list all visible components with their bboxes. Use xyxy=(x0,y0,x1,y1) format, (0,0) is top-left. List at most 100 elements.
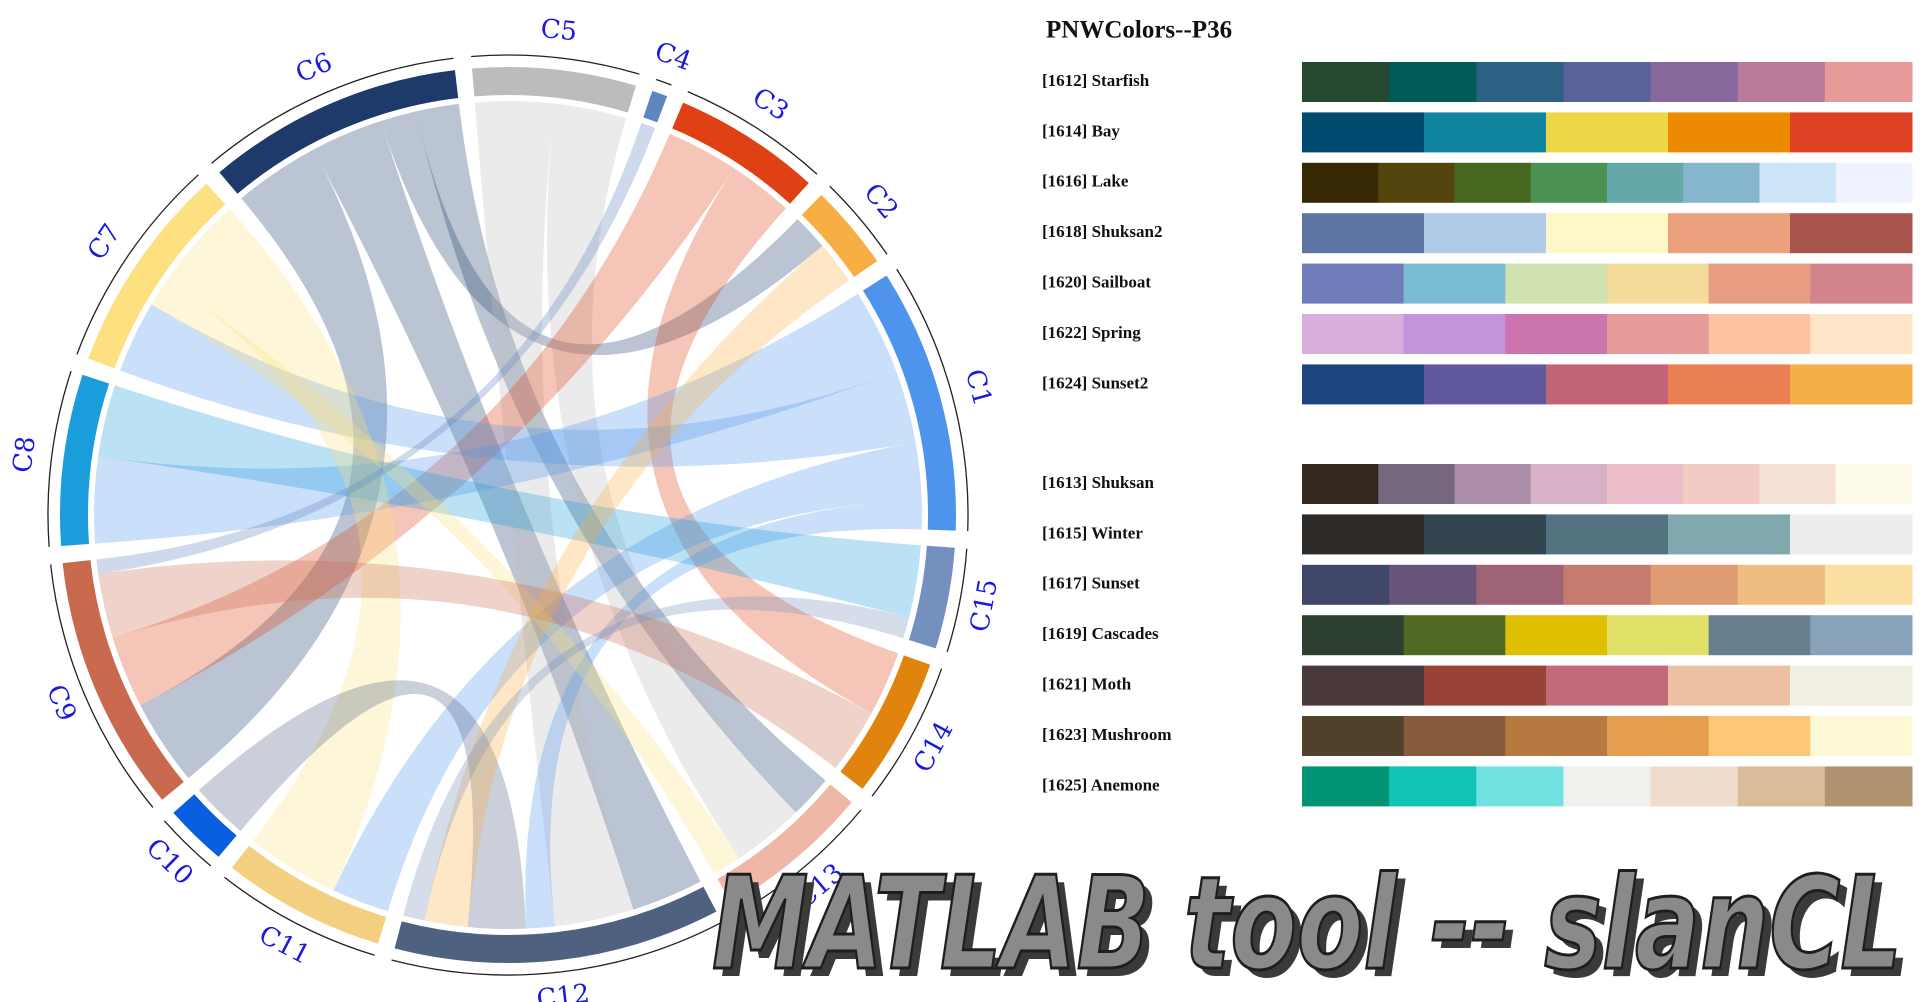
node-arc xyxy=(219,70,459,194)
swatch xyxy=(1708,314,1811,354)
swatch xyxy=(1790,213,1913,254)
swatch xyxy=(1607,615,1710,656)
swatch xyxy=(1424,364,1547,405)
swatch xyxy=(1389,766,1477,807)
swatch xyxy=(1302,766,1390,807)
swatch xyxy=(1302,112,1425,153)
chord-ribbon xyxy=(333,442,922,912)
swatch xyxy=(1563,766,1652,807)
node-axis xyxy=(655,78,672,86)
swatch xyxy=(1530,162,1608,203)
chord-ribbon xyxy=(198,680,527,929)
node-axis xyxy=(50,564,154,808)
node-arc xyxy=(88,183,226,369)
node-label: C15 xyxy=(965,577,1004,635)
chord-ribbon xyxy=(167,208,401,891)
chord-ribbon xyxy=(525,500,923,929)
palette-name: [1619] Cascades xyxy=(1042,624,1159,643)
node-axis xyxy=(47,370,72,547)
chord-ribbon xyxy=(98,385,921,618)
palette-name: [1615] Winter xyxy=(1042,523,1143,542)
swatch xyxy=(1378,162,1455,203)
swatch xyxy=(1476,766,1564,807)
node-arc xyxy=(62,560,184,800)
swatch xyxy=(1650,62,1739,102)
node-arc xyxy=(643,90,668,123)
chord-ribbon xyxy=(140,149,388,779)
node-label: C14 xyxy=(908,717,960,778)
swatch xyxy=(1824,766,1913,807)
swatch xyxy=(1708,615,1811,656)
swatch xyxy=(1668,213,1791,254)
swatch xyxy=(1737,564,1826,605)
chord-ribbon xyxy=(546,103,796,859)
swatch xyxy=(1302,162,1379,203)
swatch xyxy=(1454,464,1532,504)
swatch xyxy=(1790,514,1913,555)
node-axis xyxy=(163,820,212,867)
node-arc xyxy=(472,67,636,113)
node-arc xyxy=(862,275,956,531)
swatch xyxy=(1424,213,1547,254)
swatch xyxy=(1505,314,1608,354)
swatch xyxy=(1668,665,1791,706)
swatch xyxy=(1403,263,1506,304)
palette-name: [1614] Bay xyxy=(1042,121,1120,140)
swatch xyxy=(1302,62,1390,102)
swatch xyxy=(1650,766,1739,807)
node-label: C2 xyxy=(857,178,903,225)
node-axis xyxy=(471,54,640,75)
swatch xyxy=(1505,615,1608,656)
palette-name: [1618] Shuksan2 xyxy=(1042,222,1162,241)
swatch xyxy=(1563,62,1652,102)
chord-ribbon xyxy=(98,560,872,769)
node-axis xyxy=(224,876,375,956)
swatch xyxy=(1476,564,1564,605)
node-arc xyxy=(672,102,809,204)
palette-name: [1622] Spring xyxy=(1042,323,1141,342)
chord-ribbon xyxy=(313,121,701,910)
swatch xyxy=(1476,62,1564,102)
node-arc xyxy=(231,845,387,944)
chord-ribbon xyxy=(94,293,897,544)
swatch xyxy=(1737,62,1826,102)
swatch xyxy=(1403,716,1506,756)
swatch xyxy=(1454,162,1532,203)
node-label: C12 xyxy=(535,979,591,1002)
node-label: C3 xyxy=(747,82,794,127)
swatch xyxy=(1546,364,1669,405)
palette-name: [1625] Anemone xyxy=(1042,775,1160,794)
node-arc xyxy=(60,374,110,546)
node-axis xyxy=(829,185,888,255)
swatch xyxy=(1668,514,1791,555)
swatch xyxy=(1790,665,1913,706)
swatch xyxy=(1302,514,1425,555)
swatch xyxy=(1759,464,1837,504)
swatch xyxy=(1302,364,1425,405)
swatch xyxy=(1835,464,1913,504)
swatch xyxy=(1403,314,1506,354)
swatch xyxy=(1424,112,1547,153)
node-axis xyxy=(737,809,862,915)
palette-list: PNWColors--P36 [1612] Starfish [1614] Bay… xyxy=(1042,17,1913,807)
node-arc xyxy=(717,784,852,904)
swatch xyxy=(1546,213,1669,254)
chord-ribbon xyxy=(151,280,740,874)
swatch xyxy=(1824,62,1913,102)
swatch xyxy=(1650,564,1739,605)
swatch xyxy=(1546,665,1669,706)
swatch xyxy=(1607,716,1710,756)
swatch xyxy=(1708,263,1811,304)
swatch xyxy=(1835,162,1913,203)
swatch xyxy=(1424,665,1547,706)
swatch xyxy=(1759,162,1837,203)
swatch xyxy=(1563,564,1652,605)
node-label: C9 xyxy=(40,680,82,725)
swatch xyxy=(1824,564,1913,605)
swatch xyxy=(1607,162,1684,203)
node-label: C4 xyxy=(651,37,695,78)
node-axis xyxy=(687,90,818,175)
swatch xyxy=(1810,263,1913,304)
